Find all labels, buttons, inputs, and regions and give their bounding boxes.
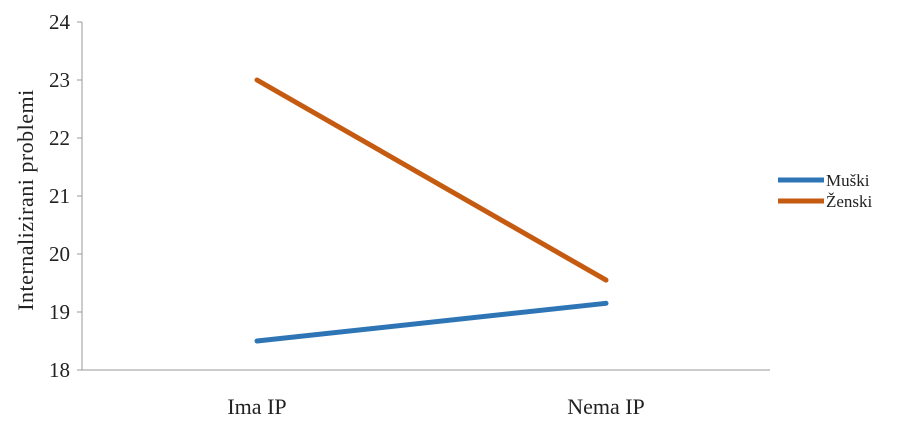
y-axis-title: Internalizirani problemi — [13, 89, 38, 311]
y-axis: 18 19 20 21 22 23 24 — [49, 10, 83, 382]
x-category-label: Nema IP — [567, 394, 645, 419]
y-tick-label: 22 — [49, 126, 70, 150]
y-tick-label: 23 — [49, 68, 70, 92]
y-tick-label: 20 — [49, 242, 70, 266]
y-tick-label: 18 — [49, 358, 70, 382]
y-tick-label: 19 — [49, 300, 70, 324]
legend-label: Ženski — [826, 192, 873, 211]
series-lines — [254, 77, 609, 344]
series-line-1 — [254, 300, 609, 344]
x-category-label: Ima IP — [227, 394, 286, 419]
legend-label: Muški — [826, 171, 870, 190]
y-tick-label: 24 — [49, 10, 71, 34]
series-line-2 — [254, 77, 609, 283]
legend: Muški Ženski — [778, 171, 873, 211]
y-tick-label: 21 — [49, 184, 70, 208]
x-axis: Ima IP Nema IP — [82, 369, 770, 419]
